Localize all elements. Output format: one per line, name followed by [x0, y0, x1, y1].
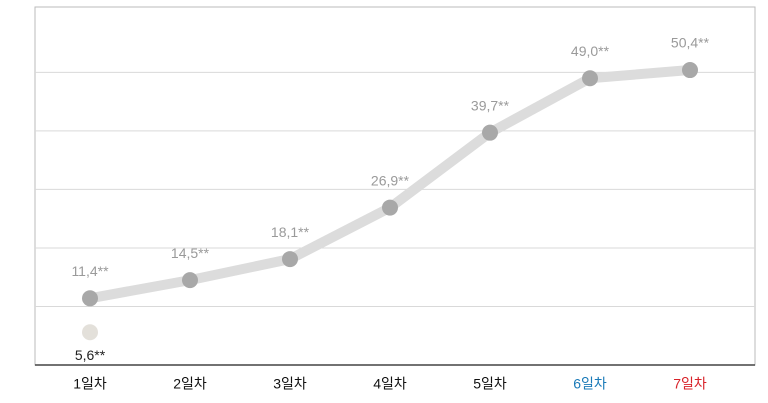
value-label: 5,6** — [75, 347, 106, 363]
x-tick-label: 1일차 — [73, 376, 107, 392]
x-tick-label: 5일차 — [473, 376, 507, 392]
data-point — [482, 124, 498, 141]
x-tick-label: 6일차 — [573, 376, 607, 392]
data-point — [282, 251, 298, 268]
value-label: 39,7** — [471, 97, 510, 113]
data-point — [682, 62, 698, 79]
data-point — [382, 199, 398, 216]
value-label: 49,0** — [571, 43, 610, 59]
value-label: 18,1** — [271, 224, 310, 240]
value-label: 50,4** — [671, 35, 710, 51]
x-tick-label: 3일차 — [273, 376, 307, 392]
x-tick-label: 4일차 — [373, 376, 407, 392]
x-tick-label: 7일차 — [673, 376, 707, 392]
data-point — [82, 324, 98, 341]
value-label: 26,9** — [371, 172, 410, 188]
data-point — [82, 290, 98, 307]
value-label: 11,4** — [71, 263, 109, 279]
data-point — [182, 272, 198, 289]
value-label: 14,5** — [171, 245, 210, 261]
x-tick-label: 2일차 — [173, 376, 207, 392]
data-point — [582, 70, 598, 87]
